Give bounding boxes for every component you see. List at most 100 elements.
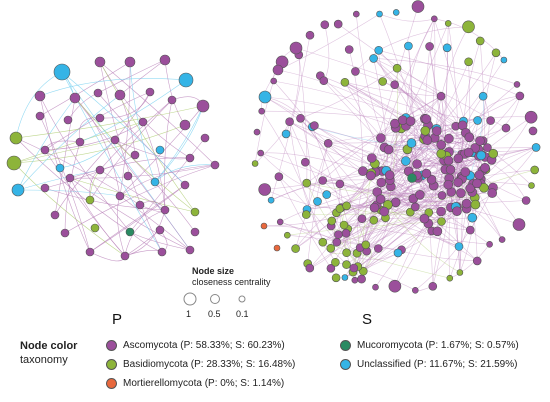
network-edge xyxy=(382,147,537,172)
network-edge xyxy=(264,96,428,141)
network-edge xyxy=(295,47,442,97)
network-edge xyxy=(39,61,131,117)
network-s-node xyxy=(281,129,291,139)
network-edge xyxy=(309,218,363,269)
network-s-node xyxy=(472,178,482,189)
network-edge xyxy=(54,97,76,216)
network-p-node xyxy=(178,72,194,88)
legend-label-ascomycota: Ascomycota (P: 58.33%; S: 60.23%) xyxy=(123,340,285,351)
network-s-node xyxy=(375,194,386,204)
network-edge xyxy=(64,141,81,234)
network-s-node xyxy=(397,115,408,125)
network-edge xyxy=(370,18,435,176)
network-s-node xyxy=(475,36,485,46)
network-s-node xyxy=(436,148,447,159)
network-edge xyxy=(379,13,435,22)
network-edge xyxy=(346,204,458,207)
network-edge xyxy=(89,99,173,201)
network-s-node xyxy=(383,144,394,155)
legend-item-mucoromycota: Mucoromycota (P: 1.67%; S: 0.57%) xyxy=(340,340,519,351)
network-s-node xyxy=(331,257,340,267)
network-edge xyxy=(261,69,279,112)
node-size-legend-circles xyxy=(183,292,246,306)
network-s-node xyxy=(322,190,332,199)
panel-label-s: S xyxy=(362,311,373,328)
network-s-node xyxy=(326,263,336,273)
network-edge xyxy=(99,99,173,171)
network-s-node xyxy=(452,206,462,216)
network-s-node xyxy=(258,90,272,104)
network-edge xyxy=(15,137,141,206)
network-edge xyxy=(363,160,449,272)
network-s-node xyxy=(501,123,511,133)
network-edge xyxy=(306,182,363,219)
network-s-node xyxy=(437,217,446,226)
legend-dot-mortierellomycota xyxy=(106,378,117,389)
network-edge xyxy=(260,152,327,195)
network-p-node xyxy=(145,87,155,97)
network-s-node xyxy=(406,138,417,148)
network-s-node xyxy=(392,63,402,73)
network-s-node xyxy=(305,263,315,273)
network-edge xyxy=(378,26,469,51)
network-s-node xyxy=(376,177,387,188)
network-edge xyxy=(338,234,478,262)
network-s-node xyxy=(436,91,446,101)
network-s-node xyxy=(267,196,275,204)
network-edge xyxy=(377,191,493,195)
network-edge xyxy=(295,143,329,249)
network-edge xyxy=(119,195,191,251)
network-s-node xyxy=(373,244,383,253)
network-edge xyxy=(338,23,442,97)
network-p-node xyxy=(138,117,148,127)
network-edge xyxy=(312,126,342,208)
network-edge xyxy=(306,182,359,267)
network-s-node xyxy=(470,199,481,210)
network-edge xyxy=(394,223,429,287)
network-s-node xyxy=(476,150,487,161)
network-edge xyxy=(380,124,456,139)
network-edge xyxy=(309,149,408,269)
legend-dot-unclassified xyxy=(340,359,351,370)
network-p-node xyxy=(35,111,45,121)
network-p-node xyxy=(50,210,60,220)
network-s-node xyxy=(335,179,345,189)
network-s-node xyxy=(480,163,490,173)
network-edge xyxy=(458,158,503,240)
network-s-node xyxy=(369,202,380,213)
network-edge xyxy=(69,164,216,179)
network-edge xyxy=(424,18,435,119)
node-size-subtitle: closeness centrality xyxy=(192,277,271,287)
legend-label-basidiomycota: Basidiomycota (P: 28.33%; S: 16.48%) xyxy=(123,359,296,370)
network-s-node xyxy=(491,48,501,58)
network-p-node xyxy=(179,119,191,131)
network-edge xyxy=(99,169,166,211)
network-p-node xyxy=(160,205,170,215)
network-s-node xyxy=(372,283,379,291)
network-edge xyxy=(15,105,204,139)
network-p-node xyxy=(155,145,165,155)
network-s-node xyxy=(326,244,336,253)
network-s-node xyxy=(446,274,454,282)
network-s-node xyxy=(272,64,284,76)
network-s-node xyxy=(384,170,395,180)
network-edge xyxy=(306,95,442,184)
legend-item-ascomycota: Ascomycota (P: 58.33%; S: 60.23%) xyxy=(106,340,285,351)
network-p-node xyxy=(40,183,50,193)
network-edge xyxy=(44,154,136,189)
network-s-node xyxy=(436,206,446,217)
network-edge xyxy=(74,97,191,251)
network-edge xyxy=(263,198,381,227)
network-edge xyxy=(405,18,435,126)
network-s-node xyxy=(405,207,415,217)
network-edge xyxy=(89,184,186,253)
network-edge xyxy=(330,149,408,269)
network-edge xyxy=(357,195,443,267)
network-p-node xyxy=(200,133,210,143)
network-s-node xyxy=(464,132,475,143)
network-s-node xyxy=(487,188,498,198)
network-s-node xyxy=(358,166,368,176)
network-edge xyxy=(264,96,329,144)
network-edge xyxy=(264,96,377,171)
